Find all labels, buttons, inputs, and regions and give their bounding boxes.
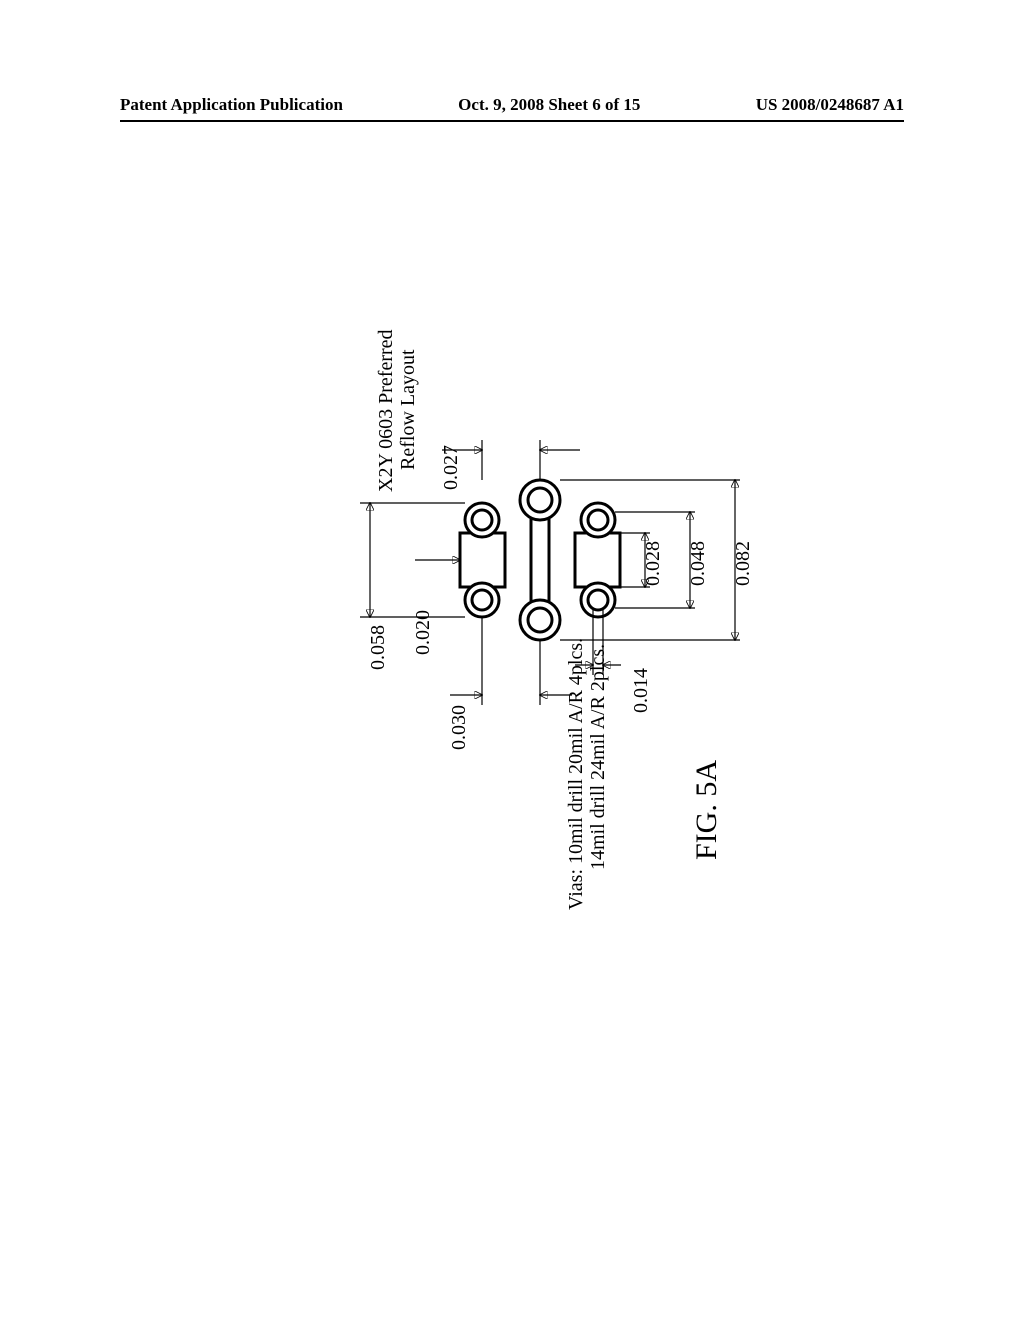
small-via [465, 583, 499, 617]
dim-028: 0.028 [642, 541, 665, 586]
dim-048: 0.048 [687, 541, 710, 586]
header-right: US 2008/0248687 A1 [756, 95, 904, 115]
vias-note-line2: 14mil drill 24mil A/R 2plcs. [587, 644, 610, 910]
figure-5a: X2Y 0603 Preferred Reflow Layout [180, 360, 820, 920]
layout-diagram [180, 360, 820, 920]
page-header: Patent Application Publication Oct. 9, 2… [120, 95, 904, 115]
header-center: Oct. 9, 2008 Sheet 6 of 15 [458, 95, 640, 115]
figure-caption: FIG. 5A [690, 760, 724, 860]
dim-027: 0.027 [440, 445, 463, 490]
dim-014: 0.014 [630, 668, 653, 713]
large-via [520, 600, 560, 640]
dim-030: 0.030 [448, 705, 471, 750]
header-left: Patent Application Publication [120, 95, 343, 115]
small-via [581, 583, 615, 617]
large-via [520, 480, 560, 520]
reflow-pad-center [531, 512, 549, 608]
figure-title-line1: X2Y 0603 Preferred [375, 329, 398, 492]
dim-058: 0.058 [367, 625, 390, 670]
vias-note-line1: Vias: 10mil drill 20mil A/R 4plcs. [565, 638, 588, 910]
dim-020: 0.020 [412, 610, 435, 655]
small-via [581, 503, 615, 537]
reflow-pad-left [460, 533, 505, 587]
reflow-pad-right [575, 533, 620, 587]
small-via [465, 503, 499, 537]
header-rule [120, 120, 904, 122]
dim-082: 0.082 [732, 541, 755, 586]
figure-title-line2: Reflow Layout [397, 349, 420, 470]
